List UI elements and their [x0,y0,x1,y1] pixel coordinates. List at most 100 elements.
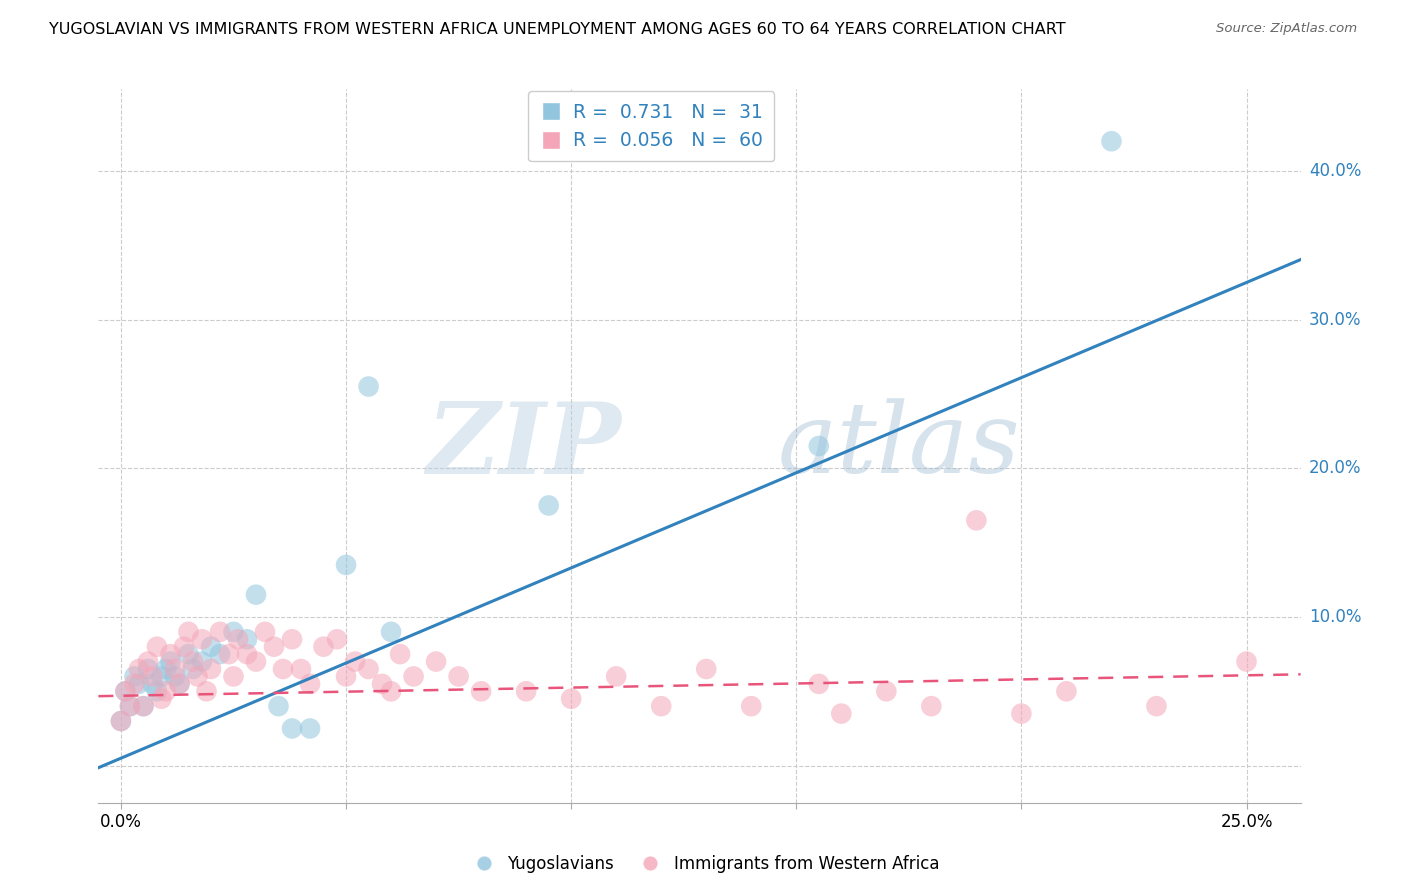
Point [380,624,402,639]
Point [136,662,159,676]
Point [380,684,402,698]
Point [150,669,173,683]
Point [281,722,304,736]
Point [299,722,322,736]
Point [389,647,412,661]
Point [136,655,159,669]
Point [740,699,762,714]
Point [290,662,312,676]
Point [299,677,322,691]
Point [650,699,672,714]
Point [155,662,177,676]
Point [132,699,155,714]
Point [402,669,425,683]
Point [1236,655,1258,669]
Point [560,691,582,706]
Point [326,632,349,647]
Point [1146,699,1168,714]
Point [695,662,717,676]
Point [159,655,181,669]
Point [114,684,136,698]
Point [118,699,141,714]
Point [263,640,285,654]
Point [335,558,357,572]
Point [181,662,204,676]
Point [118,699,141,714]
Point [177,624,200,639]
Text: 40.0%: 40.0% [1309,162,1361,180]
Point [515,684,537,698]
Point [150,691,173,706]
Point [253,624,276,639]
Point [110,714,132,728]
Legend: R =  0.731   N =  31, R =  0.056   N =  60: R = 0.731 N = 31, R = 0.056 N = 60 [529,92,775,161]
Point [447,669,470,683]
Point [222,669,245,683]
Text: 10.0%: 10.0% [1309,608,1361,626]
Point [124,677,146,691]
Point [146,640,169,654]
Point [177,647,200,661]
Point [236,647,259,661]
Text: ZIP: ZIP [426,398,621,494]
Point [357,662,380,676]
Point [335,669,357,683]
Point [830,706,852,721]
Point [245,655,267,669]
Point [281,632,304,647]
Point [344,655,367,669]
Point [425,655,447,669]
Point [267,699,290,714]
Point [807,439,830,453]
Point [807,677,830,691]
Point [114,684,136,698]
Point [159,647,181,661]
Point [208,647,231,661]
Point [191,632,214,647]
Point [155,684,177,698]
Point [271,662,294,676]
Point [875,684,897,698]
Point [141,669,163,683]
Point [245,588,267,602]
Point [163,662,186,676]
Point [128,662,150,676]
Point [200,662,222,676]
Point [169,677,191,691]
Point [312,640,335,654]
Point [200,640,222,654]
Text: atlas: atlas [778,399,1021,493]
Point [191,655,214,669]
Point [1010,706,1032,721]
Text: YUGOSLAVIAN VS IMMIGRANTS FROM WESTERN AFRICA UNEMPLOYMENT AMONG AGES 60 TO 64 Y: YUGOSLAVIAN VS IMMIGRANTS FROM WESTERN A… [49,22,1066,37]
Point [920,699,942,714]
Point [146,684,169,698]
Point [181,655,204,669]
Point [173,640,195,654]
Point [1101,134,1123,148]
Text: Source: ZipAtlas.com: Source: ZipAtlas.com [1216,22,1357,36]
Point [141,677,163,691]
Point [132,699,155,714]
Point [226,632,249,647]
Legend: Yugoslavians, Immigrants from Western Africa: Yugoslavians, Immigrants from Western Af… [460,848,946,880]
Point [470,684,492,698]
Point [357,379,380,393]
Point [163,669,186,683]
Point [169,677,191,691]
Point [110,714,132,728]
Point [236,632,259,647]
Point [222,624,245,639]
Text: 30.0%: 30.0% [1309,310,1361,328]
Point [965,513,987,527]
Text: 20.0%: 20.0% [1309,459,1361,477]
Point [537,499,560,513]
Point [186,669,208,683]
Point [124,669,146,683]
Point [195,684,218,698]
Point [371,677,394,691]
Point [128,677,150,691]
Point [605,669,627,683]
Point [208,624,231,639]
Point [218,647,240,661]
